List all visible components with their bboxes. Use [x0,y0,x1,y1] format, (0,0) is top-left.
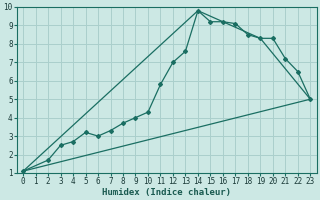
X-axis label: Humidex (Indice chaleur): Humidex (Indice chaleur) [102,188,231,197]
